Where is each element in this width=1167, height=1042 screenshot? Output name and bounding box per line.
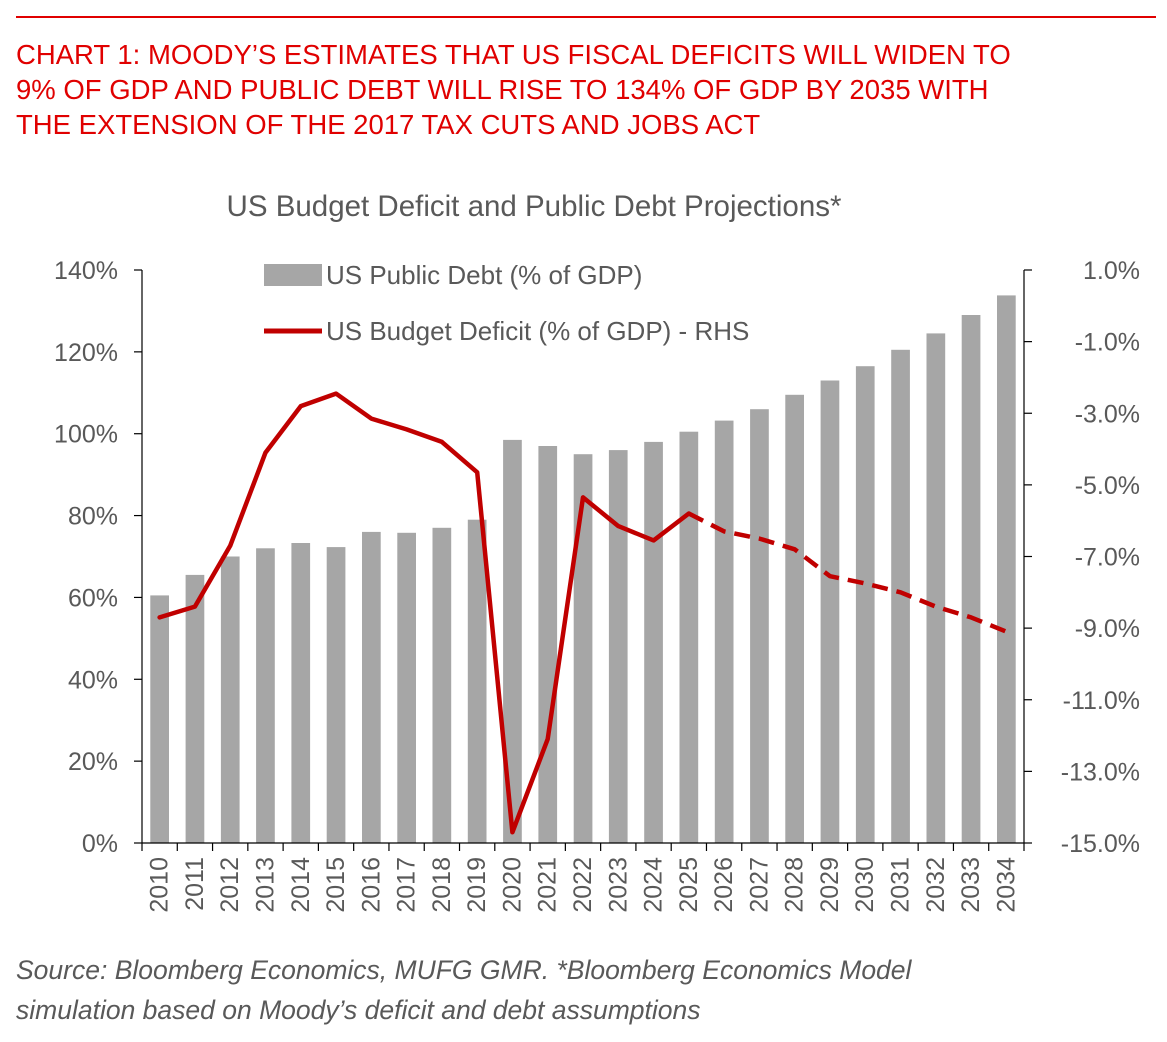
- page-title: CHART 1: MOODY’S ESTIMATES THAT US FISCA…: [16, 37, 1156, 142]
- bar-debt-2017: [397, 532, 416, 843]
- top-rule: [16, 16, 1156, 18]
- x-tick-label: 2032: [922, 857, 950, 913]
- x-tick-label: 2020: [498, 857, 526, 913]
- y-left-tick-label: 0%: [82, 830, 118, 858]
- x-tick-label: 2025: [675, 857, 703, 913]
- title-line: CHART 1: MOODY’S ESTIMATES THAT US FISCA…: [16, 39, 1011, 70]
- y-left-tick-label: 20%: [68, 748, 118, 776]
- x-tick-label: 2028: [781, 857, 809, 913]
- source-line: Source: Bloomberg Economics, MUFG GMR. *…: [16, 955, 912, 985]
- x-tick-label: 2022: [569, 857, 597, 913]
- legend: US Public Debt (% of GDP) US Budget Defi…: [264, 260, 749, 346]
- source-line: simulation based on Moody’s deficit and …: [16, 995, 701, 1025]
- legend-label-deficit: US Budget Deficit (% of GDP) - RHS: [326, 316, 749, 346]
- x-tick-label: 2029: [816, 857, 844, 913]
- y-left-tick-label: 40%: [68, 666, 118, 694]
- x-tick-label: 2026: [710, 857, 738, 913]
- y-right-tick-label: -3.0%: [1075, 400, 1140, 428]
- title-line: THE EXTENSION OF THE 2017 TAX CUTS AND J…: [16, 109, 761, 140]
- y-right-tick-label: 1.0%: [1083, 257, 1140, 285]
- bar-debt-2021: [538, 446, 558, 843]
- y-left-tick-label: 140%: [54, 257, 118, 285]
- x-tick-label: 2018: [428, 857, 456, 913]
- line-deficit-projection: [687, 511, 1008, 634]
- source-note: Source: Bloomberg Economics, MUFG GMR. *…: [16, 950, 1156, 1030]
- x-tick-label: 2027: [745, 857, 773, 913]
- y-right-tick-label: -5.0%: [1075, 472, 1140, 500]
- x-tick-label: 2024: [640, 857, 668, 913]
- x-tick-label: 2021: [534, 857, 562, 913]
- x-tick-label: 2031: [887, 857, 915, 913]
- x-tick-label: 2012: [216, 857, 244, 913]
- bar-debt-2016: [362, 531, 381, 843]
- x-tick-label: 2034: [992, 857, 1020, 913]
- bar-debt-2020: [503, 439, 522, 843]
- legend-swatch-debt: [264, 264, 322, 286]
- y-right-tick-label: -7.0%: [1075, 544, 1140, 572]
- bar-debt-2022: [573, 454, 593, 843]
- bar-debt-2014: [291, 543, 311, 843]
- chart-title: US Budget Deficit and Public Debt Projec…: [227, 190, 842, 223]
- bar-debt-2018: [432, 527, 452, 843]
- bar-debt-2010: [150, 595, 169, 843]
- bar-debt-2027: [750, 409, 769, 843]
- bar-debt-2019: [467, 519, 487, 843]
- bar-debt-2023: [608, 450, 628, 843]
- bar-debt-2034: [997, 295, 1016, 843]
- bar-debt-2011: [185, 574, 205, 843]
- y-left-tick-label: 100%: [54, 421, 118, 449]
- bar-debt-2029: [820, 380, 840, 843]
- y-right-tick-label: -9.0%: [1075, 615, 1140, 643]
- y-left-tick-label: 60%: [68, 584, 118, 612]
- x-tick-label: 2019: [463, 857, 491, 913]
- x-tick-label: 2015: [322, 857, 350, 913]
- bar-debt-2031: [891, 349, 910, 843]
- bar-debt-2025: [679, 431, 699, 843]
- legend-label-debt: US Public Debt (% of GDP): [326, 260, 642, 290]
- line-deficit-actual: [157, 391, 692, 835]
- x-tick-label: 2016: [357, 857, 385, 913]
- x-tick-label: 2033: [957, 857, 985, 913]
- bar-debt-2013: [256, 548, 275, 843]
- bar-debt-2032: [926, 333, 946, 843]
- bar-debt-2028: [785, 394, 804, 843]
- y-right-tick-label: -13.0%: [1061, 758, 1140, 786]
- bar-debt-2033: [961, 315, 981, 843]
- x-tick-label: 2013: [251, 857, 279, 913]
- y-right-tick-label: -11.0%: [1063, 687, 1140, 715]
- bar-debt-2026: [714, 420, 734, 843]
- bar-debt-2012: [220, 556, 240, 843]
- bar-debt-2030: [855, 366, 875, 843]
- x-tick-label: 2011: [181, 857, 209, 911]
- x-tick-label: 2014: [287, 857, 315, 913]
- title-line: 9% OF GDP AND PUBLIC DEBT WILL RISE TO 1…: [16, 74, 989, 105]
- line-deficit: [157, 391, 1008, 835]
- x-tick-label: 2023: [604, 857, 632, 913]
- bar-debt-2015: [326, 547, 346, 843]
- x-tick-label: 2017: [393, 857, 421, 913]
- x-tick-label: 2010: [146, 857, 174, 913]
- bar-debt-2024: [644, 441, 663, 843]
- y-right-tick-label: -15.0%: [1061, 830, 1140, 858]
- axes: 0% 20% 40% 60% 80% 100% 120% 140% -15.0% -13.0% -1…: [54, 257, 1140, 913]
- x-tick-label: 2030: [851, 857, 879, 913]
- y-right-tick-label: -1.0%: [1075, 329, 1140, 357]
- chart: US Budget Deficit and Public Debt Projec…: [54, 190, 1140, 913]
- y-left-tick-label: 120%: [54, 339, 118, 367]
- y-left-tick-label: 80%: [68, 503, 118, 531]
- bars-debt: [150, 295, 1016, 843]
